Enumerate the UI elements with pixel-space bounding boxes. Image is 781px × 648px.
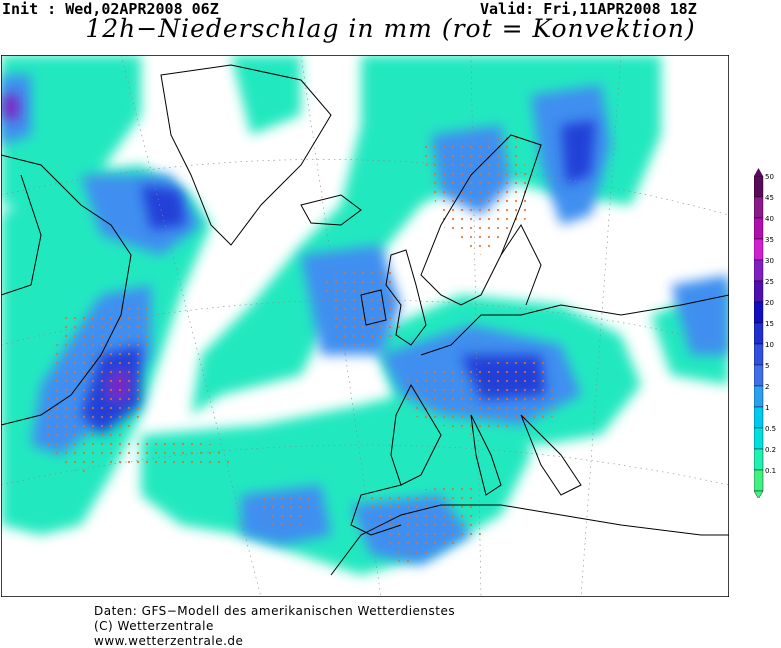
legend-label: 40 <box>765 215 774 223</box>
legend-swatch <box>754 385 764 408</box>
graticule <box>1 55 729 597</box>
legend-label: 2 <box>765 383 769 391</box>
legend-swatch <box>754 406 764 429</box>
legend-swatch <box>754 175 764 198</box>
legend-label: 45 <box>765 194 774 202</box>
legend-swatch <box>754 364 764 387</box>
legend-label: 15 <box>765 320 774 328</box>
legend-swatch <box>754 322 764 345</box>
legend-label: 25 <box>765 278 774 286</box>
legend-label: 5 <box>765 362 769 370</box>
map-title: 12h−Niederschlag in mm (rot = Konvektion… <box>85 14 696 43</box>
legend-label: 50 <box>765 173 774 181</box>
valid-time: Valid: Fri,11APR2008 18Z <box>480 0 697 18</box>
legend-label: 10 <box>765 341 774 349</box>
legend-swatch <box>754 448 764 471</box>
precipitation-map <box>1 55 729 597</box>
legend-bottom-arrow <box>754 490 764 498</box>
legend-swatch <box>754 280 764 303</box>
init-time: Init : Wed,02APR2008 06Z <box>2 0 219 18</box>
legend-label: 0.1 <box>765 467 776 475</box>
legend-label: 35 <box>765 236 774 244</box>
coastlines <box>1 64 729 576</box>
legend-label: 30 <box>765 257 774 265</box>
legend-swatch <box>754 217 764 240</box>
legend-label: 0.2 <box>765 446 776 454</box>
legend-swatch <box>754 196 764 219</box>
credit-copyright: (C) Wetterzentrale <box>94 619 214 633</box>
legend-swatch <box>754 469 764 492</box>
legend-top-arrow <box>754 168 763 176</box>
credit-url: www.wetterzentrale.de <box>94 634 244 648</box>
legend-swatch <box>754 301 764 324</box>
precipitation-legend: 50 45 40 35 30 25 20 15 10 5 2 1 0.5 0.2 0.1 <box>754 168 776 498</box>
legend-swatch <box>754 343 764 366</box>
legend-swatch <box>754 427 764 450</box>
legend-swatch <box>754 259 764 282</box>
legend-label: 20 <box>765 299 774 307</box>
credit-data-source: Daten: GFS−Modell des amerikanischen Wet… <box>94 604 456 618</box>
legend-label: 1 <box>765 404 769 412</box>
convection-dots <box>41 135 561 565</box>
legend-swatch <box>754 238 764 261</box>
legend-label: 0.5 <box>765 425 776 433</box>
